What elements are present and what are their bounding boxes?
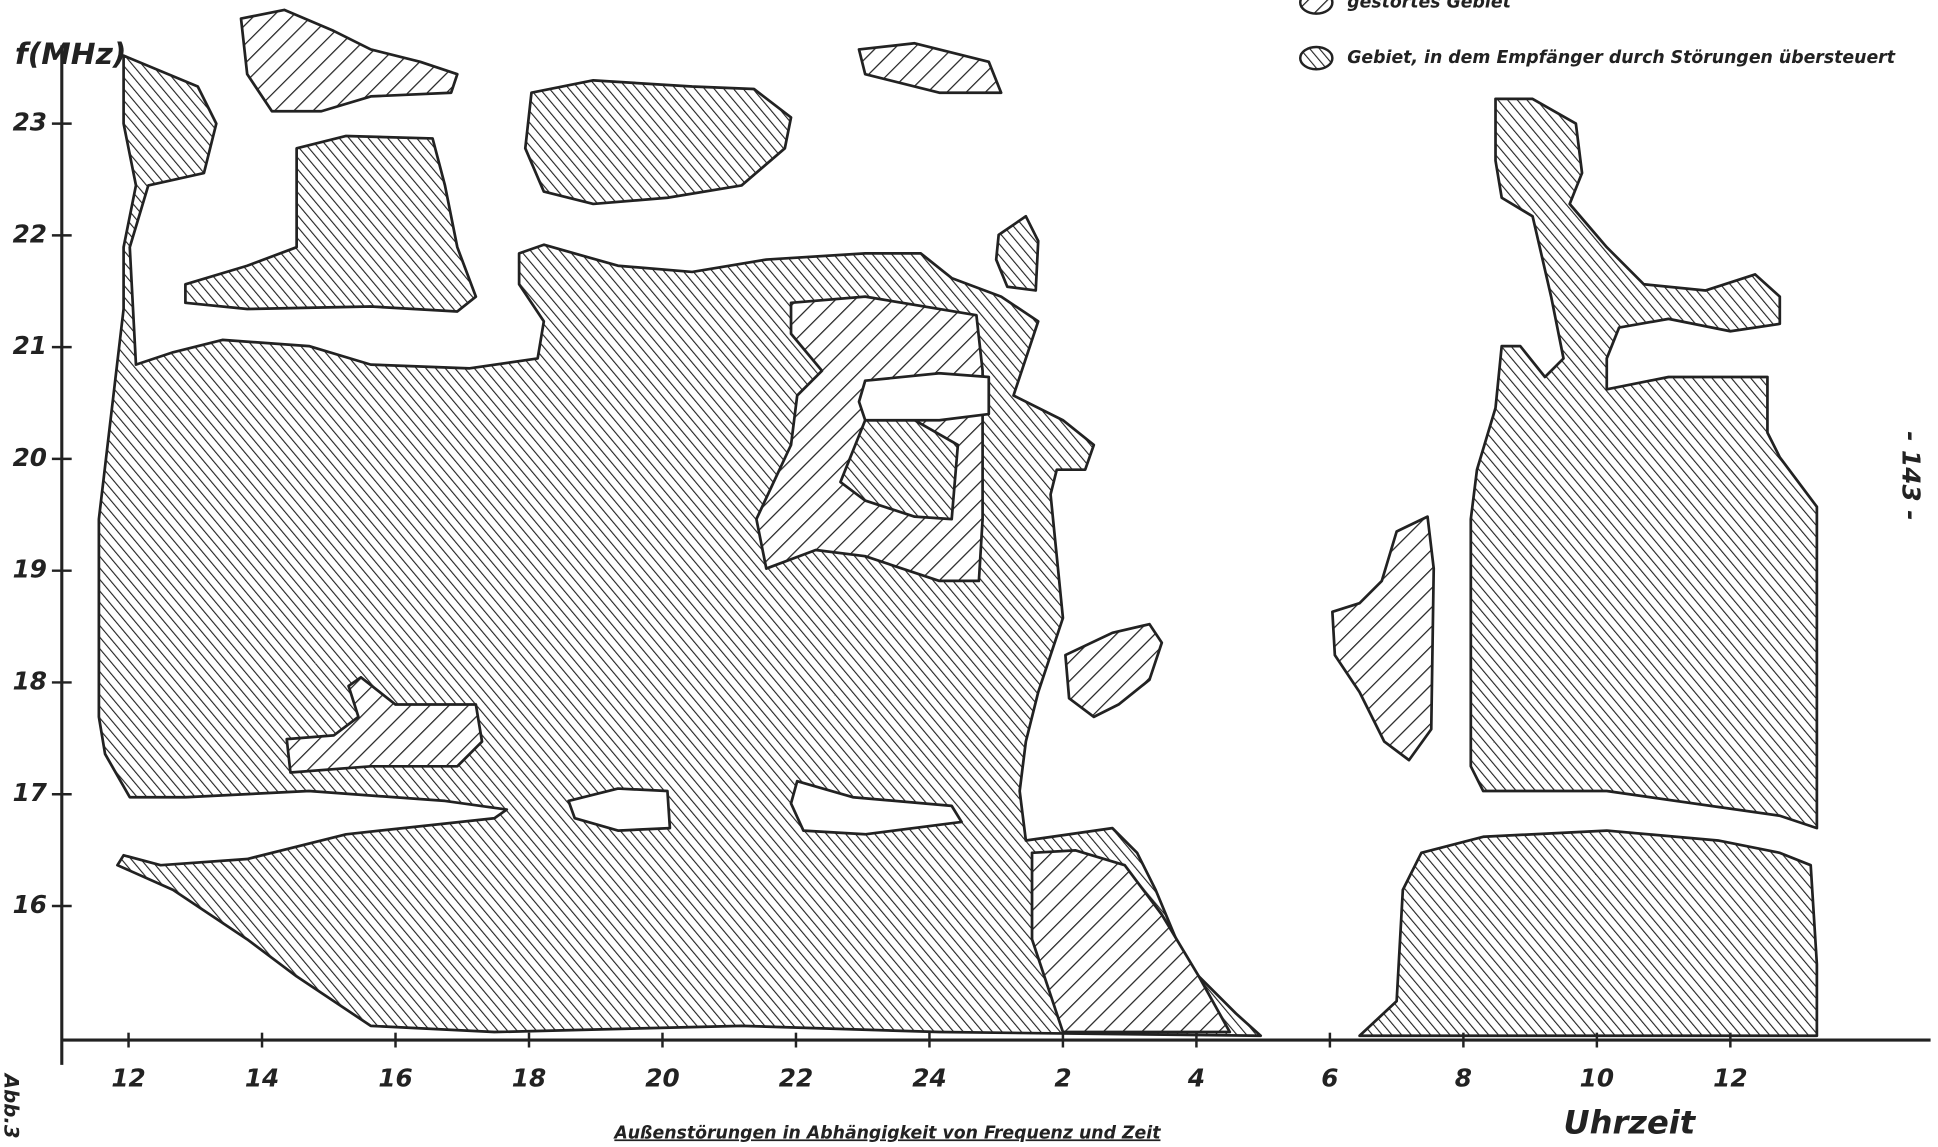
region bbox=[184, 134, 478, 313]
region bbox=[239, 8, 459, 113]
x-tick-label: 18 bbox=[512, 1064, 546, 1093]
y-tick-label: 17 bbox=[13, 778, 48, 807]
page-number: - 143 - bbox=[1897, 431, 1926, 520]
y-tick-label: 20 bbox=[13, 443, 47, 472]
region bbox=[839, 418, 960, 521]
x-tick-label: 20 bbox=[645, 1064, 679, 1093]
x-tick-label: 4 bbox=[1187, 1064, 1205, 1093]
x-tick-label: 14 bbox=[245, 1064, 279, 1093]
y-tick-label: 23 bbox=[13, 108, 47, 137]
x-tick-label: 22 bbox=[779, 1064, 813, 1093]
legend-label: Gebiet, in dem Empfänger durch Störungen… bbox=[1347, 48, 1896, 68]
dense-regions bbox=[839, 418, 960, 521]
x-tick-label: 16 bbox=[378, 1064, 412, 1093]
x-tick-label: 2 bbox=[1054, 1064, 1071, 1093]
x-tick-label: 12 bbox=[111, 1064, 145, 1093]
y-tick-label: 21 bbox=[13, 331, 47, 360]
region bbox=[994, 214, 1040, 292]
x-tick-label: 6 bbox=[1321, 1064, 1338, 1093]
legend-label: gestörtes Gebiet bbox=[1347, 0, 1511, 12]
region bbox=[1358, 829, 1819, 1038]
y-tick-label: 19 bbox=[13, 555, 47, 584]
dense-regions bbox=[97, 54, 1819, 1038]
region bbox=[1469, 97, 1819, 830]
x-tick-label: 10 bbox=[1580, 1064, 1614, 1093]
region bbox=[97, 54, 1263, 1038]
legend-swatch bbox=[1299, 0, 1334, 15]
region bbox=[1030, 848, 1232, 1034]
x-axis-label: Uhrzeit bbox=[1564, 1104, 1697, 1142]
figure-label: Abb.3 bbox=[0, 1072, 22, 1139]
y-axis-label: f(MHz) bbox=[15, 36, 127, 71]
x-tick-label: 24 bbox=[912, 1064, 946, 1093]
x-tick-label: 8 bbox=[1455, 1064, 1472, 1093]
region bbox=[285, 675, 484, 774]
x-tick-label: 12 bbox=[1713, 1064, 1747, 1093]
y-tick-label: 22 bbox=[13, 219, 47, 248]
legend-swatch bbox=[1299, 45, 1334, 71]
chart-title: Außenstörungen in Abhängigkeit von Frequ… bbox=[612, 1123, 1161, 1143]
region bbox=[1331, 515, 1436, 762]
region bbox=[857, 41, 1003, 95]
y-tick-label: 18 bbox=[13, 666, 47, 695]
gap bbox=[857, 371, 991, 422]
region bbox=[1064, 622, 1164, 719]
y-tick-label: 16 bbox=[13, 890, 47, 919]
region bbox=[523, 78, 793, 206]
